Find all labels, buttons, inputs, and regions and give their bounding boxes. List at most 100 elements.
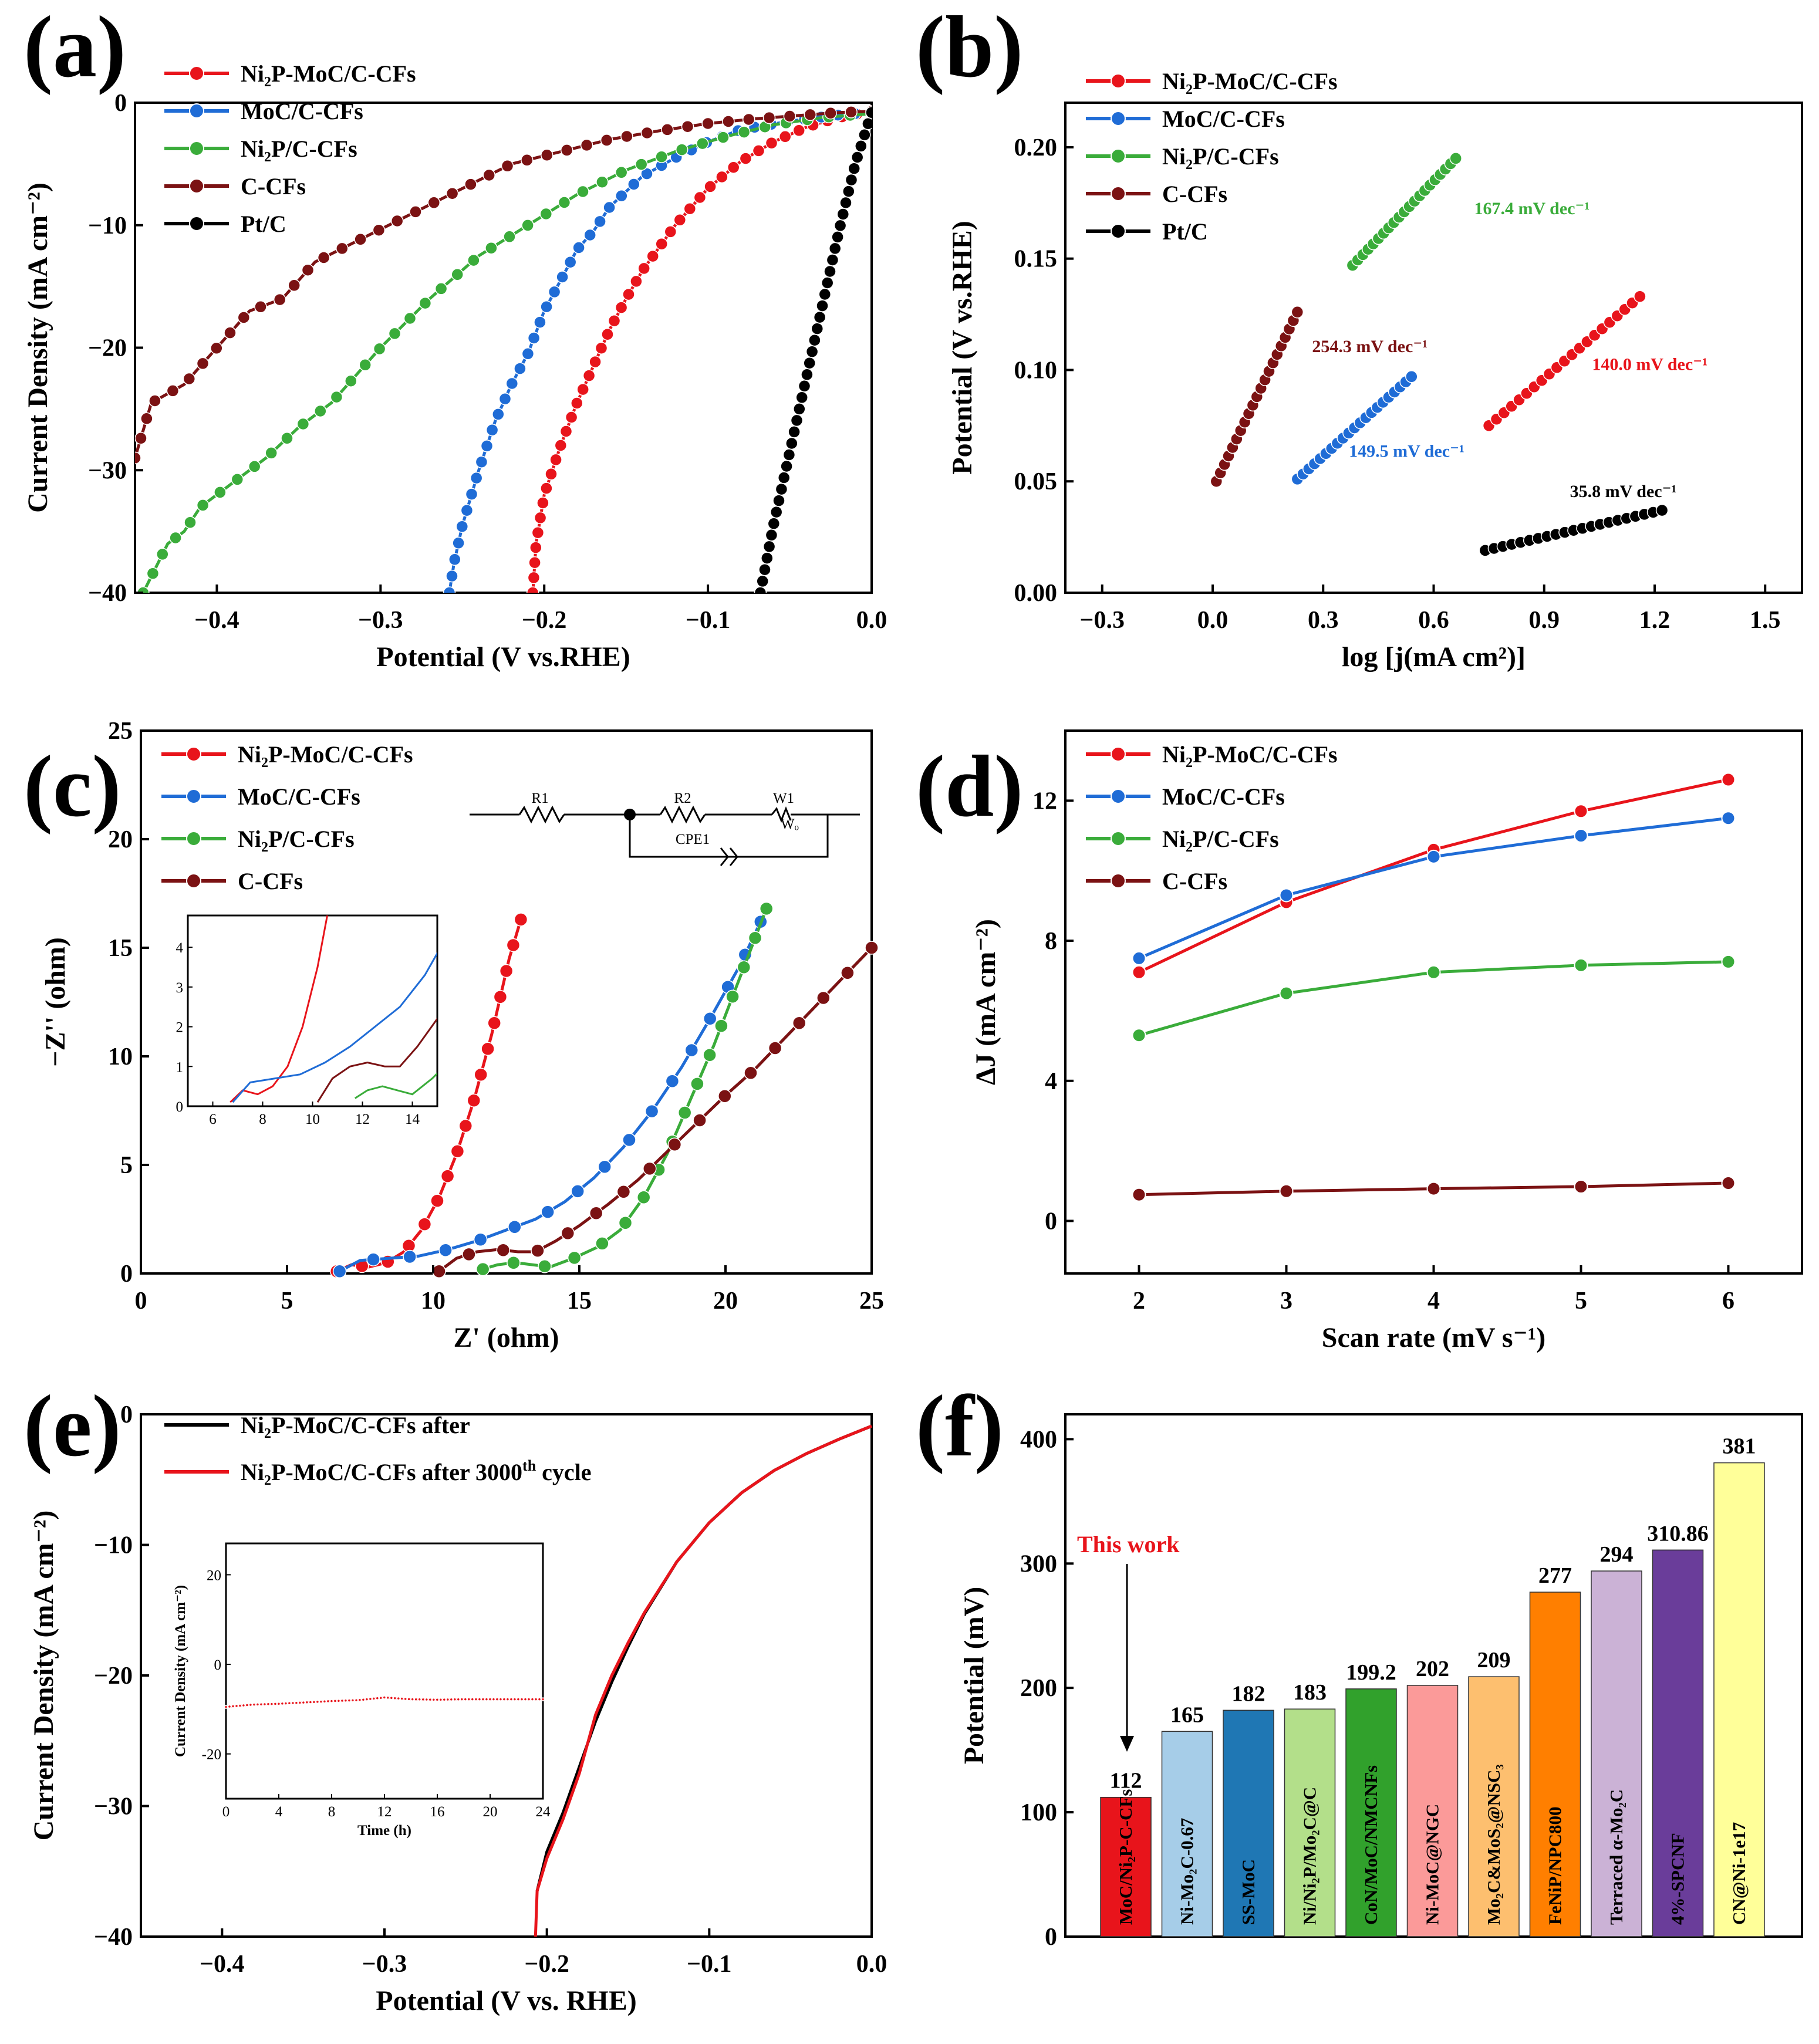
y-axis-title: −Z'' (ohm) [40,937,71,1067]
inset-point [463,1697,468,1701]
series-point [640,167,653,180]
series-point [359,359,372,371]
inset-y-tick-label: 2 [176,1020,184,1036]
tafel-point [1291,306,1304,319]
series-point [501,160,514,173]
nyquist-point [693,1113,707,1127]
legend-entry: C-CFs [241,173,306,200]
y-tick-label: 5 [120,1152,133,1179]
bar-category-label: Mo₂C&MoS₂@NSC₃ [1483,1764,1504,1925]
inset-point [255,1702,260,1707]
inset-y-tick-label: -20 [202,1747,221,1763]
nyquist-point [487,1016,501,1030]
nyquist-point [467,1093,481,1107]
x-axis-title: Scan rate (mV s⁻¹) [1322,1322,1545,1353]
legend-marker [186,873,201,888]
x-tick-label: 25 [859,1288,884,1315]
x-tick-label: 1.5 [1750,607,1781,634]
legend-marker [1111,224,1126,239]
series-point [434,282,448,295]
inset-point [315,1700,320,1704]
inset-point [347,1698,352,1702]
y-tick-label: 0 [114,90,127,117]
series-point [464,178,477,191]
bar [1468,1676,1520,1937]
panel-label: (f) [916,1377,1004,1475]
series-point [661,123,674,136]
series-point [448,553,461,566]
series-point [704,180,717,193]
legend-entry: Ni₂P-MoC/C-CFs [241,60,416,87]
nyquist-point [481,1042,495,1056]
legend-marker [1111,73,1126,89]
inset-point [231,1704,235,1708]
series-point [765,136,778,150]
inset-x-tick-label: 12 [377,1804,392,1820]
series-point [503,230,516,244]
bar-category-label: Terraced α-Mo₂C [1606,1789,1626,1925]
bar [1345,1688,1397,1937]
nyquist-point [595,1236,609,1251]
inset-point [424,1697,429,1702]
inset-point [262,1702,267,1707]
series-point [558,196,571,209]
cdl-point [1574,829,1588,843]
series-point [765,529,778,542]
bar [1591,1570,1642,1937]
inset-point [245,1703,249,1707]
plot-frame [140,729,873,1275]
series-point [554,439,568,452]
inset-x-tick-label: 4 [275,1804,283,1820]
bar [1223,1709,1274,1937]
x-axis-title: log [j(mA cm²)] [1342,641,1526,673]
legend-entry: Ni₂P/C-CFs [1162,143,1279,170]
y-tick-label: 10 [108,1043,133,1070]
legend-marker [189,141,204,156]
nyquist-point [496,1243,511,1258]
inset-point [512,1697,517,1701]
inset-point [298,1701,302,1705]
x-tick-label: 0.9 [1529,607,1560,634]
series-point [576,185,589,198]
series-point [603,201,616,214]
x-axis-title: Z' (ohm) [454,1322,559,1353]
nyquist-point [792,1016,806,1031]
series-point [805,345,819,358]
circuit-label-w1: W1 [773,790,794,806]
legend-marker [186,789,201,804]
inset-point [519,1697,524,1701]
panel-label: (b) [916,0,1023,96]
y-tick-label: 400 [1020,1426,1057,1453]
series-point [237,311,251,324]
series-point [521,154,534,167]
bar-value-label: 165 [1170,1702,1204,1727]
y-tick-label: 0 [1045,1924,1057,1951]
x-tick-label: 0 [135,1288,147,1315]
series-point [593,215,606,228]
y-tick-label: 200 [1020,1675,1057,1702]
cdl-point [1426,1181,1441,1196]
legend-entry: C-CFs [238,868,303,894]
series-point [460,504,474,517]
series-point [683,202,697,215]
series-point [482,168,495,182]
y-tick-label: 0.15 [1014,246,1058,273]
bar-category-label: CoN/MoC/NMCNFs [1361,1765,1381,1925]
cdl-point [1279,986,1294,1001]
series-point [140,412,153,425]
inset-point [509,1697,514,1701]
nyquist-point [462,1247,476,1262]
series-point [548,285,561,299]
nyquist-point [571,1184,585,1198]
x-tick-label: 6 [1722,1288,1734,1315]
panel-d: 2 3 4 5 6 0 4 8 12 Scan rate (mV s⁻¹) ΔJ (mA cm⁻²)… [916,729,1803,1353]
legend-marker [1111,186,1126,201]
series-point [589,355,602,369]
y-tick-label: −40 [88,580,127,607]
slope-annotation: 149.5 mV dec⁻¹ [1349,441,1464,461]
series-point [790,414,804,427]
series-line [531,110,872,593]
inset-point [410,1697,414,1701]
